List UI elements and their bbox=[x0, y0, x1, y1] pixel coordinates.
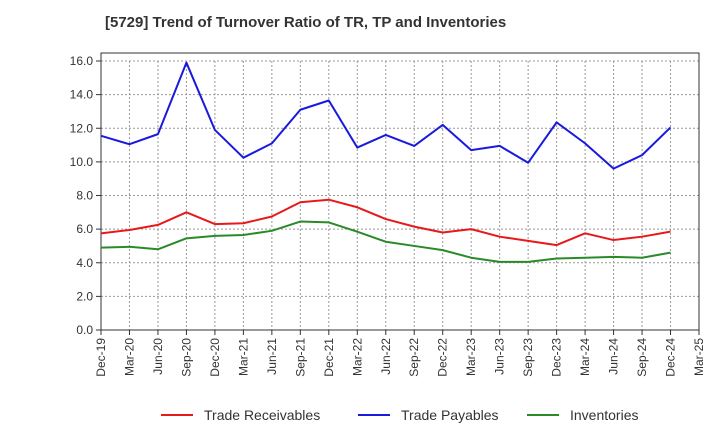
x-tick-label: Jun-24 bbox=[607, 338, 621, 375]
y-tick-label: 8.0 bbox=[76, 189, 93, 203]
y-tick-label: 12.0 bbox=[70, 121, 94, 135]
x-tick-label: Mar-21 bbox=[236, 338, 250, 376]
plot-frame bbox=[100, 52, 700, 331]
x-tick-label: Mar-20 bbox=[122, 338, 136, 376]
y-axis-ticks: 0.0 2.0 4.0 6.0 8.0 10.0 12.0 14.0 16.0 bbox=[70, 54, 101, 337]
x-tick-label: Jun-20 bbox=[151, 338, 165, 375]
y-tick-label: 4.0 bbox=[76, 256, 93, 270]
y-tick-label: 6.0 bbox=[76, 222, 93, 236]
y-tick-label: 10.0 bbox=[70, 155, 94, 169]
x-tick-label: Mar-25 bbox=[692, 338, 706, 376]
legend-label: Trade Receivables bbox=[204, 407, 320, 423]
x-tick-label: Sep-23 bbox=[521, 338, 535, 377]
x-tick-label: Mar-24 bbox=[578, 338, 592, 376]
x-tick-label: Sep-20 bbox=[179, 338, 193, 377]
x-tick-label: Dec-21 bbox=[322, 338, 336, 377]
y-tick-label: 14.0 bbox=[70, 88, 94, 102]
x-tick-label: Dec-23 bbox=[550, 338, 564, 377]
y-tick-label: 2.0 bbox=[76, 289, 93, 303]
series-line-trade-receivables bbox=[100, 198, 671, 247]
x-tick-label: Dec-24 bbox=[664, 338, 678, 377]
x-tick-label: Dec-20 bbox=[208, 338, 222, 377]
x-tick-label: Dec-22 bbox=[436, 338, 450, 377]
legend-label: Inventories bbox=[570, 407, 638, 423]
x-tick-label: Jun-23 bbox=[493, 338, 507, 375]
x-tick-label: Mar-23 bbox=[464, 338, 478, 376]
x-tick-label: Jun-22 bbox=[379, 338, 393, 375]
legend-label: Trade Payables bbox=[401, 407, 499, 423]
axes bbox=[100, 52, 700, 331]
y-tick-label: 0.0 bbox=[76, 323, 93, 337]
series-line-inventories bbox=[100, 220, 671, 263]
x-axis-ticks: Dec-19 Mar-20 Jun-20 Sep-20 Dec-20 Mar-21 Jun-… bbox=[94, 330, 706, 377]
x-tick-label: Dec-19 bbox=[94, 338, 108, 377]
y-tick-label: 16.0 bbox=[70, 54, 94, 68]
series-lines bbox=[100, 61, 672, 263]
x-tick-label: Sep-21 bbox=[293, 338, 307, 377]
x-tick-label: Mar-22 bbox=[350, 338, 364, 376]
x-tick-label: Sep-22 bbox=[407, 338, 421, 377]
x-tick-label: Jun-21 bbox=[265, 338, 279, 375]
grid-lines bbox=[101, 60, 699, 331]
chart-title: [5729] Trend of Turnover Ratio of TR, TP… bbox=[105, 14, 507, 31]
series-line-trade-payables bbox=[100, 61, 672, 170]
x-tick-label: Sep-24 bbox=[635, 338, 649, 377]
legend: Trade Receivables Trade Payables Inventori… bbox=[161, 407, 638, 423]
